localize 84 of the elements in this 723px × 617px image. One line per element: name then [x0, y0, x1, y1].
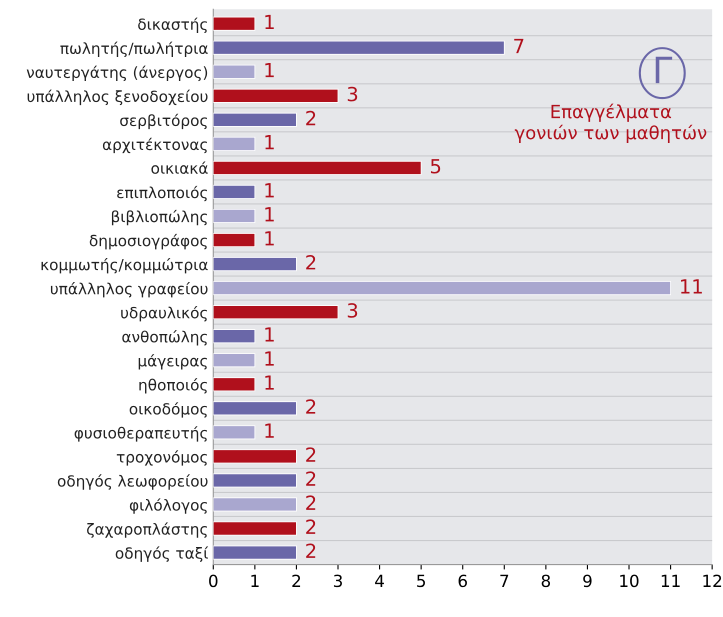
data-label: 2 [306, 399, 316, 414]
y-tick-label: ναυτεργάτης (άνεργος) [26, 66, 208, 82]
data-label: 5 [430, 159, 440, 174]
bar [213, 497, 297, 512]
bar [213, 40, 505, 55]
y-tick-label: δημοσιογράφος [90, 234, 207, 250]
data-label: 1 [265, 424, 274, 438]
bar [213, 546, 297, 560]
y-tick-label: πωλητής/πωλήτρια [60, 42, 208, 58]
bar [213, 425, 256, 440]
x-tick-label: 7 [500, 574, 508, 587]
data-label: 1 [265, 375, 274, 390]
y-tick-label: ανθοπώλης [122, 330, 207, 346]
y-tick-label: οδηγός ταξί [116, 546, 208, 562]
data-label: 2 [306, 255, 316, 270]
data-label: 1 [265, 62, 274, 78]
x-tick-label: 5 [417, 574, 425, 588]
y-tick-label: αρχιτέκτονας [102, 138, 207, 154]
bar [213, 88, 338, 103]
bar [213, 160, 422, 175]
bar [213, 257, 297, 272]
bar [213, 329, 256, 344]
data-label: 1 [265, 14, 274, 30]
y-tick-label: τροχονόμος [116, 450, 207, 466]
bar [213, 281, 672, 296]
data-label: 2 [306, 447, 316, 462]
x-tick-label: 12 [703, 574, 722, 587]
y-tick-label: φυσιοθεραπευτής [74, 426, 207, 442]
y-tick-label: υπάλληλος ξενοδοχείου [28, 90, 208, 106]
data-label: 2 [306, 495, 316, 510]
bar [213, 353, 256, 368]
text: Επαγγέλματα γονιών των μαθητών [514, 104, 706, 143]
data-label: 7 [514, 38, 524, 54]
bar [213, 136, 256, 151]
y-tick-label: κομμωτής/κομμώτρια [42, 258, 208, 274]
y-tick-label: οικιακά [151, 161, 208, 174]
bar [213, 184, 256, 199]
annotation: Γ [656, 56, 672, 84]
bar [213, 233, 256, 248]
data-label: 2 [306, 543, 316, 558]
data-label: 1 [265, 135, 274, 150]
x-tick-label: 6 [458, 574, 467, 588]
y-tick-label: οδηγός λεωφορείου [58, 474, 208, 490]
data-label: 11 [681, 279, 702, 294]
x-tick-label: 10 [620, 574, 639, 588]
bar [213, 112, 297, 127]
data-label: 3 [348, 86, 358, 102]
bar [213, 473, 297, 488]
y-tick-label: ηθοποιός [139, 378, 207, 394]
data-label: 3 [348, 303, 358, 318]
x-tick-label: 2 [292, 574, 300, 587]
bar [213, 521, 297, 536]
bar [213, 64, 256, 79]
bar [213, 16, 256, 31]
y-tick-label: βιβλιοπώλης [112, 210, 207, 226]
data-label: 1 [265, 327, 274, 342]
y-tick-label: οικοδόμος [130, 402, 207, 418]
y-tick-label: ζαχαροπλάστης [87, 522, 207, 538]
bar [213, 208, 256, 224]
x-tick-label: 3 [334, 574, 342, 588]
data-label: 1 [265, 351, 274, 366]
bar [213, 401, 297, 416]
x-tick-label: 11 [662, 574, 680, 587]
x-tick-label: 9 [583, 574, 592, 588]
bar [213, 305, 338, 320]
data-label: 2 [306, 471, 316, 486]
x-tick-label: 0 [209, 574, 218, 588]
data-label: 2 [306, 519, 316, 534]
data-label: 1 [265, 231, 274, 246]
data-label: 1 [265, 207, 274, 222]
data-label: 1 [265, 183, 274, 198]
x-tick-label: 1 [251, 574, 259, 587]
bar [213, 377, 256, 392]
y-tick-label: φιλόλογος [130, 498, 207, 514]
y-tick-label: σερβιτόρος [120, 114, 207, 130]
data-label: 2 [306, 110, 316, 126]
x-tick-label: 4 [375, 574, 384, 587]
y-tick-label: υπάλληλος γραφείου [50, 282, 208, 298]
y-tick-label: μάγειρας [138, 354, 207, 370]
y-tick-label: δικαστής [138, 18, 207, 33]
y-tick-label: επιπλοποιός [117, 186, 207, 202]
bar [213, 449, 297, 464]
x-tick-label: 8 [542, 574, 550, 588]
y-tick-label: υδραυλικός [121, 306, 207, 322]
